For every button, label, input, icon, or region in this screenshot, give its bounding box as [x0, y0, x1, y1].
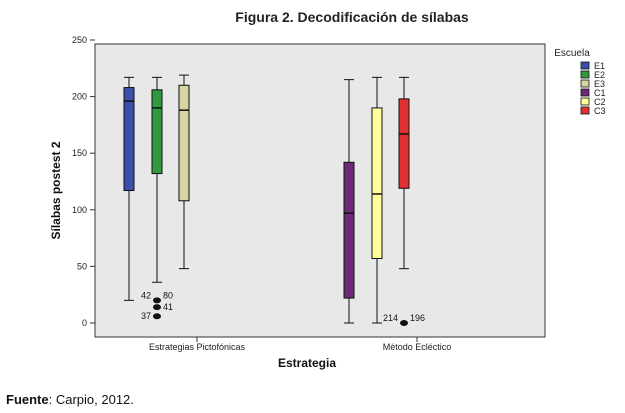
- x-tick-label: Método Ecléctico: [383, 342, 452, 352]
- outlier-label: 80: [163, 290, 173, 300]
- outlier-point: [153, 304, 161, 311]
- legend-title: Escuela: [554, 48, 590, 59]
- y-tick-label: 150: [72, 148, 87, 158]
- y-tick-label: 200: [72, 92, 87, 102]
- outlier-point: [400, 320, 408, 326]
- iqr-box: [343, 161, 355, 299]
- box-c1: [343, 79, 355, 324]
- iqr-box: [398, 98, 410, 189]
- box-e3: [178, 74, 190, 270]
- y-tick-label: 0: [82, 318, 87, 328]
- iqr-box: [123, 87, 135, 192]
- outlier-point: [153, 313, 161, 320]
- legend-label: C2: [594, 97, 606, 107]
- source-note: Fuente: Carpio, 2012.: [6, 392, 134, 407]
- y-tick-label: 50: [77, 261, 87, 271]
- legend-swatch: [580, 70, 590, 79]
- legend-swatch: [580, 79, 590, 88]
- y-tick-label: 250: [72, 35, 87, 45]
- legend-swatch: [580, 61, 590, 70]
- source-text: : Carpio, 2012.: [48, 392, 134, 407]
- legend-swatch: [580, 97, 590, 106]
- box-e1: [123, 76, 135, 301]
- chart-title: Figura 2. Decodificación de sílabas: [235, 9, 469, 25]
- legend-label: C3: [594, 106, 606, 116]
- legend-label: E1: [594, 61, 605, 71]
- boxes: 42 80 41 37 214 196: [123, 74, 425, 326]
- outlier-label: 196: [410, 313, 425, 323]
- box-e2: 42 80 41 37: [141, 76, 173, 321]
- plot-area: [94, 43, 546, 338]
- y-tick-label: 100: [72, 205, 87, 215]
- box-c3: 214 196: [383, 76, 425, 326]
- legend-label: E3: [594, 79, 605, 89]
- legend-swatch: [580, 88, 590, 97]
- source-prefix: Fuente: [6, 392, 49, 407]
- legend-label: E2: [594, 70, 605, 80]
- outlier-label: 214: [383, 313, 398, 323]
- iqr-box: [151, 89, 163, 175]
- boxplot-chart: Figura 2. Decodificación de sílabas 0 50 1…: [49, 9, 606, 370]
- outlier-label: 37: [141, 311, 151, 321]
- x-axis-label: Estrategia: [278, 356, 336, 370]
- x-tick-label: Estrategias Pictofónicas: [149, 342, 246, 352]
- iqr-box: [178, 84, 190, 202]
- outlier-point: [153, 297, 161, 304]
- outlier-label: 42: [141, 290, 151, 300]
- legend-label: C1: [594, 88, 606, 98]
- y-axis: 0 50 100 150 200 250: [72, 35, 95, 328]
- iqr-box: [371, 107, 383, 259]
- x-axis: Estrategias Pictofónicas Método Ecléctico: [149, 337, 451, 352]
- legend-swatch: [580, 106, 590, 115]
- box-c2: [371, 76, 383, 324]
- outlier-label: 41: [163, 302, 173, 312]
- y-axis-label: Sílabas postest 2: [49, 141, 63, 239]
